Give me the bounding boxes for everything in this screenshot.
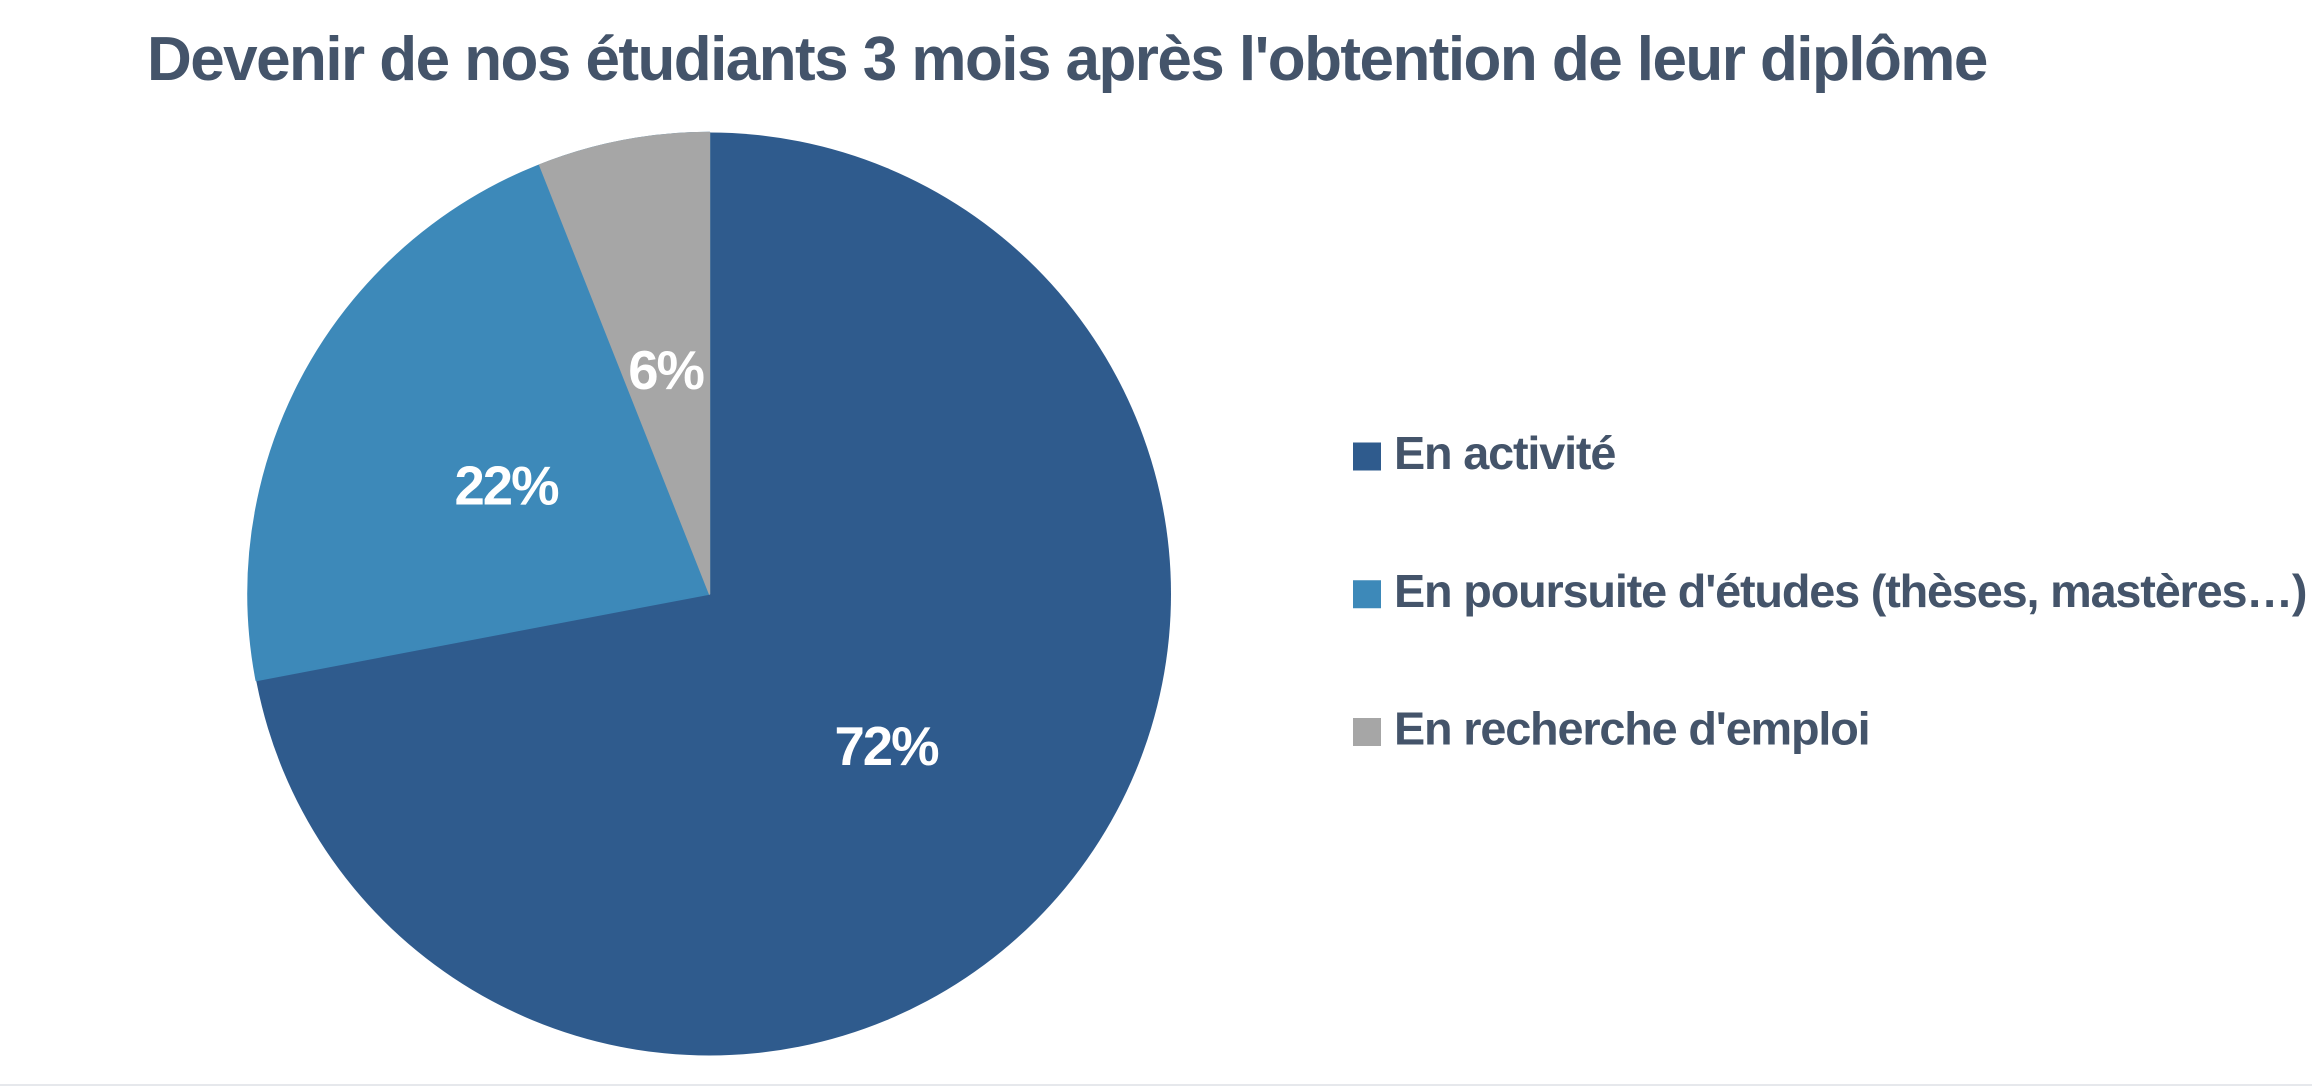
svg-text:6%: 6% — [628, 340, 704, 401]
svg-text:En poursuite d'études (thèses,: En poursuite d'études (thèses, mastères…… — [1394, 565, 2306, 617]
svg-text:22%: 22% — [454, 456, 559, 517]
svg-text:Devenir de nos étudiants 3 moi: Devenir de nos étudiants 3 mois après l'… — [147, 25, 1987, 94]
svg-text:En recherche d'emploi: En recherche d'emploi — [1394, 703, 1869, 755]
svg-text:En activité: En activité — [1394, 427, 1615, 479]
svg-text:72%: 72% — [834, 716, 939, 777]
